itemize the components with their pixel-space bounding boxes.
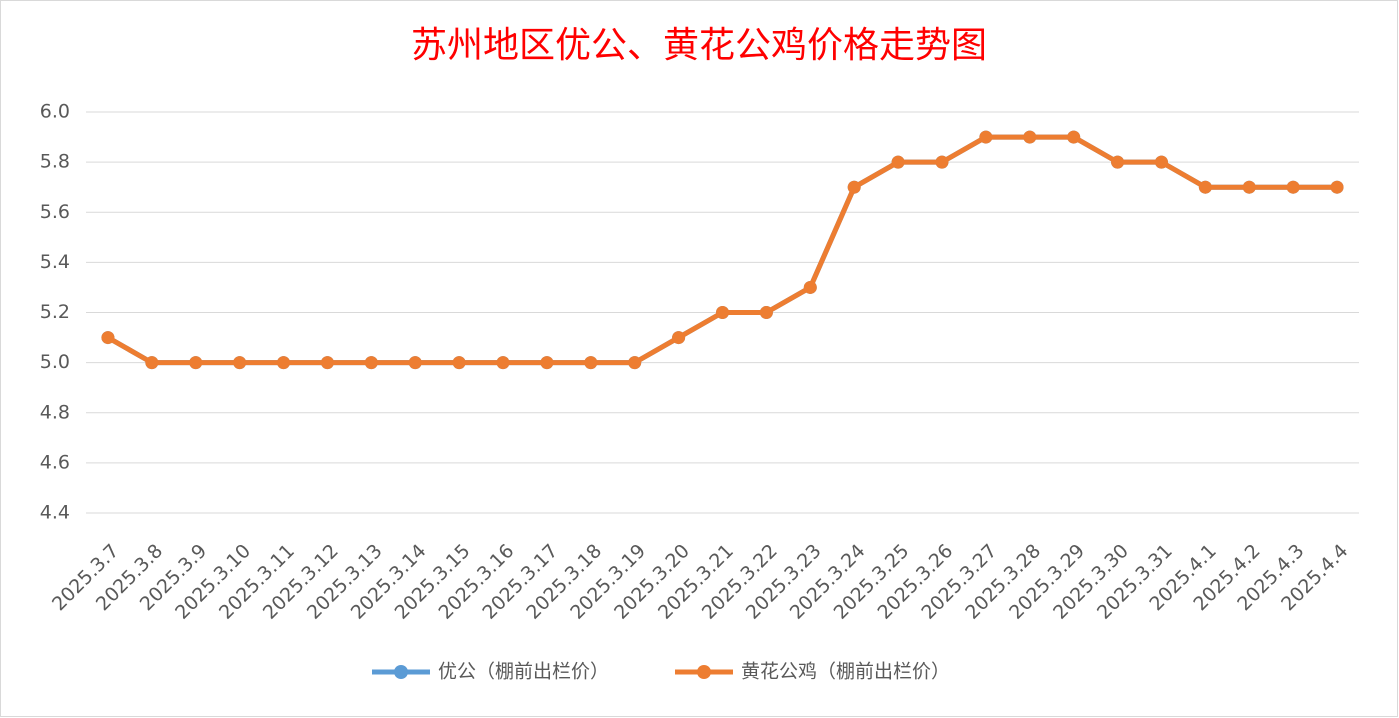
point-marker [1067, 130, 1081, 144]
chart-title: 苏州地区优公、黄花公鸡价格走势图 [411, 25, 987, 66]
point-marker [803, 280, 817, 294]
point-marker [101, 331, 115, 345]
point-marker [891, 155, 905, 169]
y-tick-label: 5.0 [40, 351, 70, 373]
point-marker [979, 130, 993, 144]
point-marker [847, 180, 861, 194]
legend-label: 黄花公鸡（棚前出栏价） [741, 661, 950, 683]
point-marker [1286, 180, 1300, 194]
point-marker [628, 356, 642, 370]
legend-marker [697, 665, 711, 679]
legend-marker [394, 665, 408, 679]
point-marker [1023, 130, 1037, 144]
point-marker [1242, 180, 1256, 194]
point-marker [320, 356, 334, 370]
point-marker [1111, 155, 1125, 169]
y-tick-label: 6.0 [40, 101, 70, 123]
point-marker [496, 356, 510, 370]
point-marker [277, 356, 291, 370]
point-marker [1198, 180, 1212, 194]
point-marker [672, 331, 686, 345]
point-marker [189, 356, 203, 370]
y-tick-label: 4.6 [40, 451, 70, 473]
point-marker [1330, 180, 1344, 194]
legend-label: 优公（棚前出栏价） [438, 661, 609, 683]
y-tick-label: 5.4 [40, 251, 70, 273]
y-tick-label: 5.2 [40, 301, 70, 323]
y-tick-label: 5.8 [40, 151, 70, 173]
y-tick-label: 4.8 [40, 401, 70, 423]
point-marker [935, 155, 949, 169]
point-marker [1154, 155, 1168, 169]
point-marker [364, 356, 378, 370]
point-marker [145, 356, 159, 370]
point-marker [584, 356, 598, 370]
point-marker [408, 356, 422, 370]
point-marker [233, 356, 247, 370]
y-tick-label: 4.4 [40, 502, 70, 524]
point-marker [759, 306, 773, 319]
y-tick-label: 5.6 [40, 201, 70, 223]
point-marker [452, 356, 466, 370]
point-marker [540, 356, 554, 370]
point-marker [716, 306, 729, 319]
